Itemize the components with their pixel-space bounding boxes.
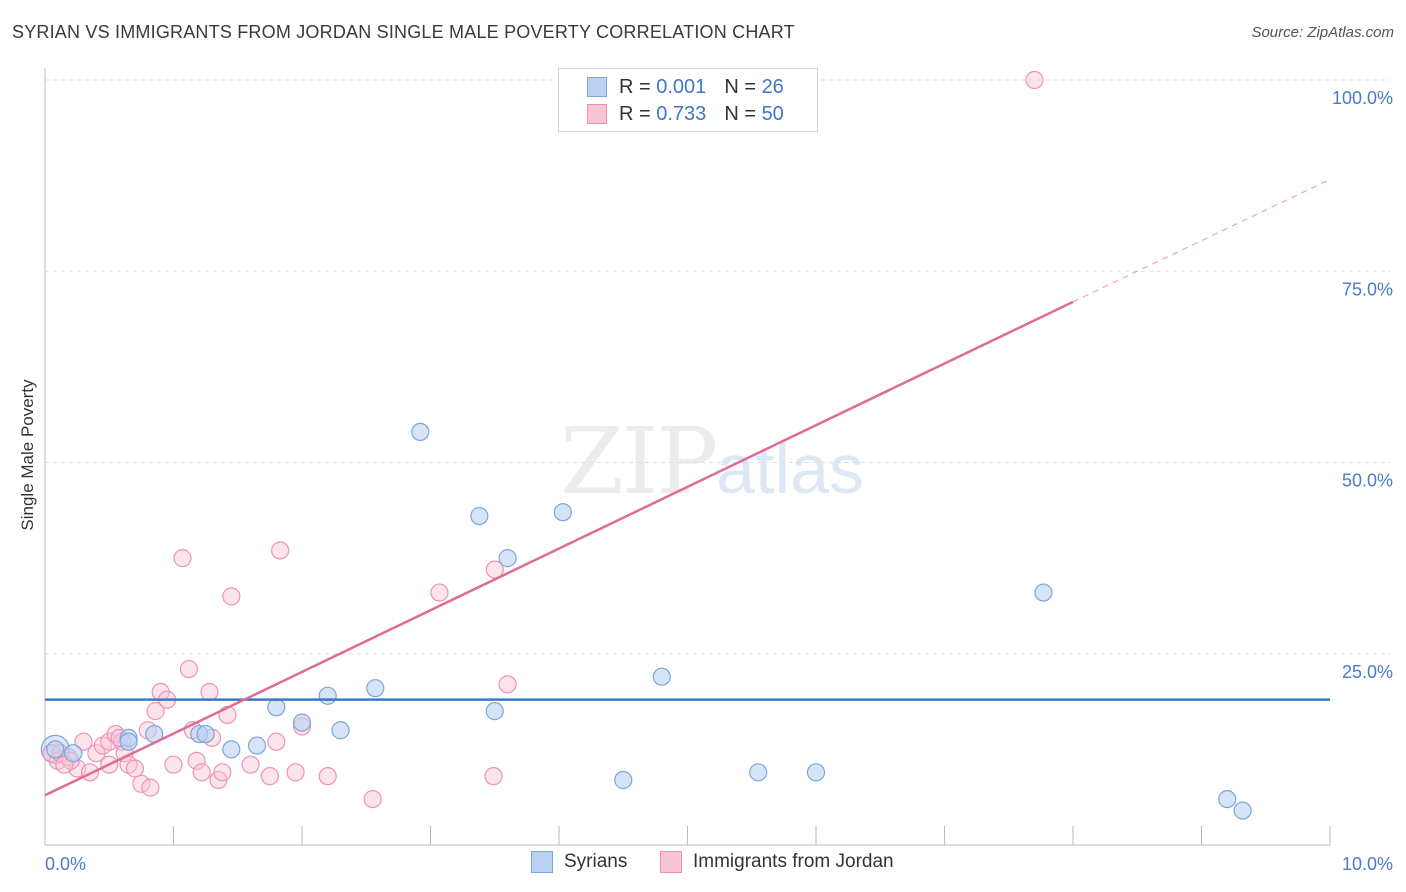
- jordan-point: [484, 767, 503, 786]
- syrians-point: [1218, 789, 1237, 809]
- y-tick-label: 75.0%: [1342, 279, 1393, 299]
- legend-r-label: R =: [619, 102, 651, 125]
- syrians-point: [553, 503, 572, 522]
- legend-swatch-pink: [587, 104, 607, 124]
- y-tick-label: 25.0%: [1342, 662, 1393, 682]
- y-tick-label: 50.0%: [1342, 471, 1393, 491]
- jordan-point: [241, 755, 260, 774]
- x-tick-label: 0.0%: [45, 854, 86, 874]
- jordan-point: [74, 732, 93, 751]
- legend-swatch-jordan: [660, 851, 682, 873]
- jordan-point: [173, 549, 192, 568]
- legend-item-syrians[interactable]: Syrians: [531, 851, 627, 873]
- jordan-point: [187, 751, 206, 770]
- jordan-point: [222, 587, 241, 606]
- series-legend: Syrians Immigrants from Jordan: [0, 851, 1406, 879]
- syrians-point: [1233, 801, 1252, 820]
- syrians-point: [318, 686, 337, 705]
- legend-r-value: 0.733: [656, 102, 707, 125]
- syrians-point: [267, 698, 286, 717]
- jordan-point: [1025, 70, 1044, 90]
- syrians-point: [806, 763, 826, 782]
- syrians-point: [247, 736, 267, 755]
- jordan-trend-line: [44, 300, 1074, 797]
- jordan-point: [164, 755, 183, 774]
- jordan-trend-extension: [1072, 178, 1331, 303]
- legend-n-label: N =: [724, 102, 756, 125]
- jordan-point: [200, 682, 219, 702]
- jordan-point: [318, 767, 337, 786]
- syrians-point: [366, 679, 385, 698]
- watermark-zip: ZIP: [560, 408, 718, 515]
- legend-n-value: 50: [761, 102, 784, 125]
- jordan-point: [132, 774, 151, 793]
- legend-r-value: 0.001: [656, 75, 707, 98]
- jordan-point: [286, 763, 305, 782]
- syrians-point: [292, 713, 312, 732]
- legend-n-label: N =: [724, 75, 756, 98]
- syrians-point: [411, 422, 430, 441]
- syrians-point: [652, 667, 671, 686]
- legend-row-syrians: R = 0.001 N = 26: [587, 74, 784, 100]
- legend-label-syrians: Syrians: [564, 851, 628, 872]
- legend-label-jordan: Immigrants from Jordan: [693, 851, 894, 872]
- legend-n-value: 26: [761, 75, 784, 98]
- jordan-point: [179, 659, 199, 679]
- chart-title: SYRIAN VS IMMIGRANTS FROM JORDAN SINGLE …: [12, 22, 795, 42]
- syrians-point: [1034, 583, 1053, 602]
- syrians-point: [119, 732, 138, 751]
- syrians-point: [331, 721, 350, 740]
- jordan-point: [271, 541, 290, 560]
- legend-r-label: R =: [619, 75, 651, 98]
- syrians-point: [64, 744, 83, 763]
- syrians-point: [196, 724, 215, 744]
- watermark: ZIPatlas: [560, 408, 864, 515]
- syrians-point: [749, 763, 768, 782]
- syrians-point: [470, 506, 489, 526]
- syrians-point: [614, 770, 633, 790]
- jordan-point: [260, 767, 279, 786]
- jordan-point: [125, 759, 145, 778]
- y-tick-label: 100.0%: [1332, 88, 1393, 108]
- legend-row-jordan: R = 0.733 N = 50: [587, 101, 784, 127]
- syrians-point: [222, 740, 241, 759]
- source-label: Source: ZipAtlas.com: [1251, 24, 1394, 41]
- jordan-point: [192, 763, 211, 782]
- legend-swatch-blue: [587, 77, 607, 97]
- jordan-point: [141, 778, 160, 797]
- correlation-legend: R = 0.001 N = 26 R = 0.733 N = 50: [558, 68, 818, 132]
- jordan-point: [213, 763, 232, 782]
- watermark-atlas: atlas: [716, 430, 865, 508]
- jordan-point: [267, 732, 286, 751]
- jordan-point: [146, 702, 165, 721]
- jordan-point: [498, 675, 517, 694]
- syrians-point: [498, 549, 517, 568]
- legend-swatch-syrians: [531, 851, 553, 873]
- syrians-point: [485, 702, 504, 721]
- jordan-point: [430, 583, 449, 602]
- legend-item-jordan[interactable]: Immigrants from Jordan: [660, 851, 894, 873]
- x-tick-label: 10.0%: [1342, 854, 1393, 874]
- syrians-point: [46, 740, 65, 759]
- jordan-point: [363, 789, 382, 809]
